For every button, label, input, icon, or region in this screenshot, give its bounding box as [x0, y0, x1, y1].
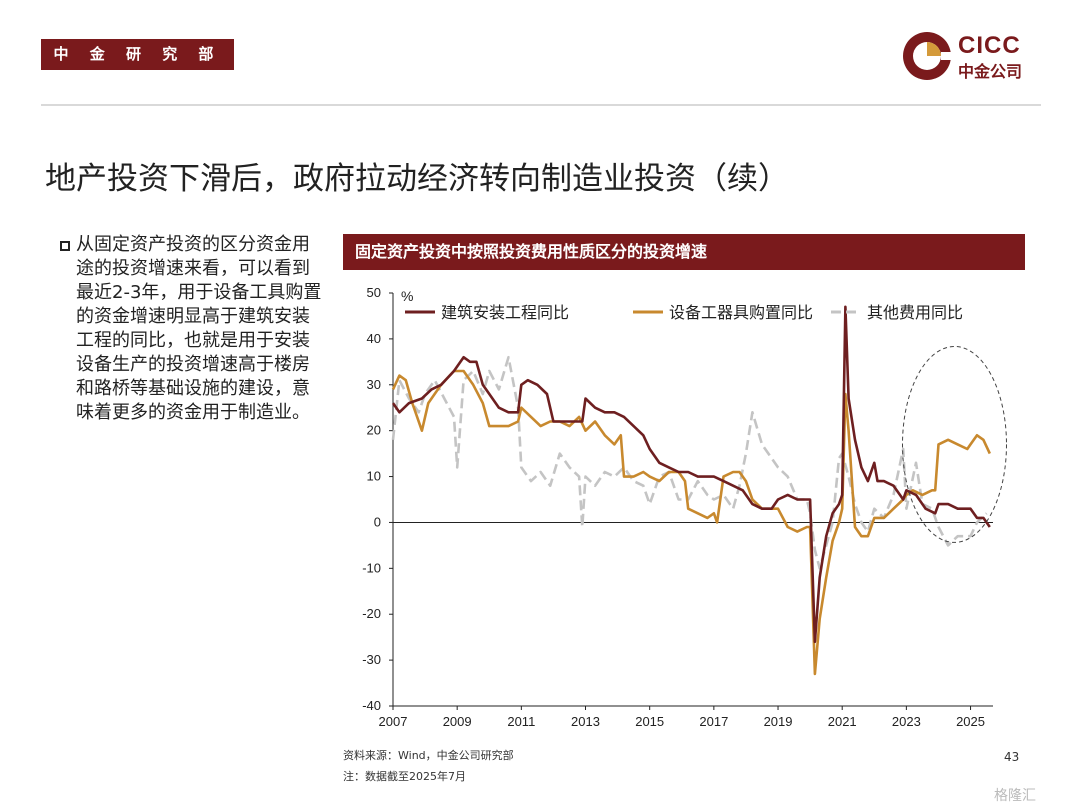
y-tick-label: -20: [362, 606, 381, 621]
header-divider: [41, 104, 1041, 106]
logo-text-en: CICC: [958, 32, 1021, 59]
y-tick-label: 30: [367, 377, 381, 392]
series-line-0: [391, 305, 991, 644]
chart-title: 固定资产投资中按照投资费用性质区分的投资增速: [343, 234, 1025, 270]
y-tick-label: 20: [367, 423, 381, 438]
legend-label: 建筑安装工程同比: [441, 303, 569, 322]
legend-label: 设备工器具购置同比: [669, 303, 813, 322]
bullet-text: 从固定资产投资的区分资金用途的投资增速来看，可以看到最近2-3年，用于设备工具购…: [76, 234, 322, 423]
source-note: 资料来源：Wind，中金公司研究部: [343, 749, 514, 762]
y-tick-label: 40: [367, 331, 381, 346]
y-tick-label: -30: [362, 652, 381, 667]
x-tick-label: 2025: [956, 714, 985, 729]
y-tick-label: -40: [362, 698, 381, 713]
page-number: 43: [1004, 750, 1020, 764]
cicc-logo-mark-icon: [903, 32, 953, 80]
department-tag: 中 金 研 究 部: [41, 39, 234, 70]
y-tick-label: -10: [362, 560, 381, 575]
x-tick-label: 2023: [892, 714, 921, 729]
y-tick-label: 10: [367, 469, 381, 484]
x-tick-label: 2013: [571, 714, 600, 729]
x-tick-label: 2015: [635, 714, 664, 729]
series-line-1: [391, 369, 991, 676]
data-note: 注：数据截至2025年7月: [343, 770, 466, 783]
logo-text-cn: 中金公司: [958, 62, 1023, 81]
x-tick-label: 2019: [764, 714, 793, 729]
x-tick-label: 2009: [443, 714, 472, 729]
unit-label: %: [401, 288, 413, 304]
highlight-ellipse: [901, 345, 1007, 543]
series-line-2: [391, 355, 988, 570]
watermark: 格隆汇: [994, 788, 1036, 804]
bullet-square-icon: [60, 241, 70, 251]
line-chart: 50 40 30 20 10 0 -10 -20 -30 -40 2007 2009 2011 2013…: [362, 285, 1007, 729]
cicc-logo: CICC 中金公司: [901, 30, 1046, 82]
y-tick-label: 50: [367, 285, 381, 300]
page-title: 地产投资下滑后，政府拉动经济转向制造业投资（续）: [45, 161, 789, 197]
x-tick-label: 2017: [699, 714, 728, 729]
y-tick-label: 0: [374, 514, 381, 529]
x-tick-label: 2021: [828, 714, 857, 729]
x-tick-label: 2007: [379, 714, 408, 729]
legend-label: 其他费用同比: [867, 303, 963, 322]
x-tick-label: 2011: [507, 714, 535, 729]
